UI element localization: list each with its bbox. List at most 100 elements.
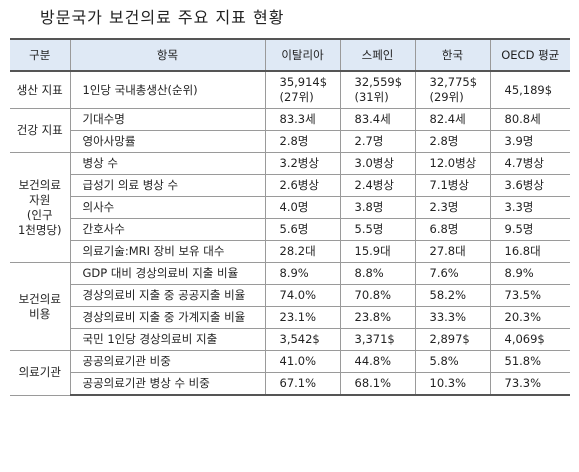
cell-line: 1천명당) — [17, 222, 62, 237]
value-cell: 70.8% — [339, 284, 416, 307]
value-cell: 5.8% — [414, 350, 491, 373]
cell-line: 3,371$ — [354, 332, 395, 346]
cell-line: 80.8세 — [504, 112, 541, 126]
value-cell: 8.8% — [339, 262, 416, 285]
cell-line: 의료기관 — [18, 365, 61, 380]
value-cell: 73.5% — [489, 284, 570, 307]
cell-line: 73.3% — [504, 376, 542, 390]
cell-line: 기대수명 — [82, 112, 125, 126]
value-cell: 3.3명 — [489, 196, 570, 219]
value-cell: 3.2병상 — [264, 152, 341, 175]
value-cell: 45,189$ — [489, 70, 570, 109]
value-cell: 83.4세 — [339, 108, 416, 131]
cell-line: 74.0% — [279, 288, 317, 302]
cell-line: 5.6명 — [279, 222, 309, 236]
item-cell: 경상의료비 지출 중 가계지출 비율 — [70, 306, 266, 329]
cell-line: 2,897$ — [429, 332, 470, 346]
cell-line: 영아사망률 — [82, 134, 136, 148]
cell-line: 3.6병상 — [504, 178, 544, 192]
header-cell: 항목 — [69, 38, 266, 72]
category-cell: 보건의료 자원 (인구 1천명당) — [10, 152, 71, 263]
item-cell: 공공의료기관 비중 — [69, 350, 266, 373]
table-row: 국민 1인당 경상의료비 지출 3,542$ 3,371$ 2,897$ 4,069$ — [10, 328, 570, 351]
value-cell: 5.6명 — [264, 218, 341, 241]
header-cell: 구분 — [10, 38, 71, 72]
cell-line: 5.5명 — [354, 222, 384, 236]
table-row: 의사수 4.0명 3.8명 2.3명 3.3명 — [10, 196, 570, 219]
value-cell: 4.7병상 — [489, 152, 570, 175]
item-cell: 급성기 의료 병상 수 — [70, 174, 266, 197]
cell-line: 23.1% — [279, 310, 317, 324]
cell-line: 2.8명 — [429, 134, 459, 148]
item-cell: 영아사망률 — [70, 130, 266, 153]
cell-line: 2.8명 — [279, 134, 309, 148]
value-cell: 83.3세 — [264, 108, 341, 131]
cell-line: 28.2대 — [279, 244, 316, 258]
header-cell: 이탈리아 — [264, 38, 341, 72]
value-cell: 51.8% — [489, 350, 570, 373]
value-cell: 7.1병상 — [414, 174, 491, 197]
cell-line: 자원 — [29, 192, 51, 207]
value-cell: 2,897$ — [414, 328, 491, 351]
cell-line: 9.5명 — [504, 222, 534, 236]
cell-line: 8.9% — [504, 266, 534, 280]
value-cell: 6.8명 — [414, 218, 491, 241]
cell-line: 건강 지표 — [16, 123, 63, 137]
cell-line: 1인당 국내총생산(순위) — [82, 82, 198, 97]
value-cell: 8.9% — [264, 262, 341, 285]
cell-line: 33.3% — [429, 310, 467, 324]
cell-line: 생산 지표 — [16, 82, 63, 97]
cell-line: 32,559$ — [354, 75, 403, 89]
value-cell: 32,559$ (31위) — [339, 70, 416, 109]
value-cell: 82.4세 — [414, 108, 491, 131]
value-cell: 3,371$ — [339, 328, 416, 351]
table-row: 급성기 의료 병상 수 2.6병상 2.4병상 7.1병상 3.6병상 — [10, 174, 570, 197]
cell-line: 4.0명 — [279, 200, 309, 214]
cell-line: 68.1% — [354, 376, 392, 390]
cell-line: 15.9대 — [354, 244, 391, 258]
item-cell: 국민 1인당 경상의료비 지출 — [70, 328, 266, 351]
cell-line: 2.6병상 — [279, 178, 319, 192]
value-cell: 3.8명 — [339, 196, 416, 219]
cell-line: 8.9% — [279, 266, 309, 280]
cell-line: 27.8대 — [429, 244, 466, 258]
value-cell: 9.5명 — [489, 218, 570, 241]
value-cell: 2.8명 — [414, 130, 491, 153]
cell-line: 3,542$ — [279, 332, 320, 346]
value-cell: 4.0명 — [264, 196, 341, 219]
cell-line: 3.0병상 — [354, 156, 394, 170]
header-row: 구분 항목 이탈리아 스페인 한국 OECD 평균 — [10, 38, 570, 72]
table-row: 의료기관 공공의료기관 비중 41.0% 44.8% 5.8% 51.8% — [10, 350, 570, 396]
header-cell: OECD 평균 — [489, 38, 570, 72]
cell-line: 경상의료비 지출 중 공공지출 비율 — [82, 288, 246, 302]
cell-line: 공공의료기관 병상 수 비중 — [82, 376, 210, 390]
value-cell: 16.8대 — [489, 240, 570, 263]
value-cell: 20.3% — [489, 306, 570, 329]
cell-line: (29위) — [429, 90, 464, 104]
value-cell: 15.9대 — [339, 240, 416, 263]
value-cell: 67.1% — [264, 372, 341, 396]
cell-line: GDP 대비 경상의료비 지출 비율 — [82, 266, 239, 280]
cell-line: 경상의료비 지출 중 가계지출 비율 — [82, 310, 246, 324]
table-row: 보건의료 자원 (인구 1천명당) 병상 수 3.2병상 3.0병상 12.0병상 4.7병상 — [10, 152, 570, 263]
category-cell: 생산 지표 — [10, 70, 71, 109]
cell-line: 51.8% — [504, 354, 542, 368]
category-cell: 건강 지표 — [10, 108, 71, 153]
value-cell: 23.8% — [339, 306, 416, 329]
value-cell: 68.1% — [339, 372, 416, 396]
value-cell: 2.7명 — [339, 130, 416, 153]
cell-line: 병상 수 — [82, 156, 118, 170]
table-row: 공공의료기관 병상 수 비중 67.1% 68.1% 10.3% 73.3% — [10, 372, 570, 396]
cell-line: 3.3명 — [504, 200, 534, 214]
value-cell: 44.8% — [339, 350, 416, 373]
cell-line: 국민 1인당 경상의료비 지출 — [82, 332, 218, 346]
table-row: 영아사망률 2.8명 2.7명 2.8명 3.9명 — [10, 130, 570, 153]
cell-line: 70.8% — [354, 288, 392, 302]
item-cell: 1인당 국내총생산(순위) — [69, 70, 266, 109]
value-cell: 73.3% — [489, 372, 570, 396]
item-cell: 공공의료기관 병상 수 비중 — [70, 372, 266, 396]
value-cell: 41.0% — [264, 350, 341, 373]
cell-line: 83.3세 — [279, 112, 316, 126]
cell-line: 4,069$ — [504, 332, 545, 346]
